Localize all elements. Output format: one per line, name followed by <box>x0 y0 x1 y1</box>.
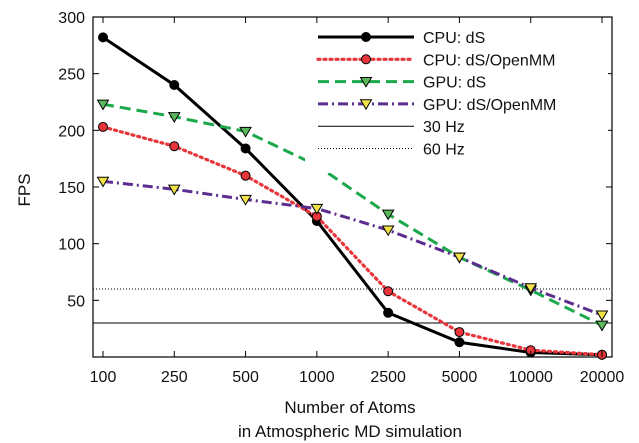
y-axis-ticks: 50 100 150 200 250 300 <box>58 10 612 310</box>
series-line <box>102 102 603 327</box>
data-point <box>98 121 108 132</box>
data-point <box>383 307 394 318</box>
series-4 <box>96 176 609 322</box>
legend-label: GPU: dS/OpenMM <box>423 97 556 114</box>
legend-item-3: GPU: dS <box>318 75 486 92</box>
series-2 <box>98 121 607 360</box>
legend-label: 60 Hz <box>423 142 465 159</box>
y-tick-label: 100 <box>58 237 85 254</box>
x-tick-label: 2500 <box>370 369 406 386</box>
series-line <box>101 125 604 357</box>
legend-marker <box>359 76 373 88</box>
y-tick-label: 250 <box>58 67 85 84</box>
data-point <box>167 184 181 196</box>
x-axis-label-line2: in Atmospheric MD simulation <box>238 422 462 441</box>
x-tick-label: 500 <box>232 369 259 386</box>
reference-lines <box>93 288 612 324</box>
data-point <box>310 203 324 215</box>
data-point <box>98 32 108 43</box>
data-point <box>167 112 181 123</box>
y-tick-label: 150 <box>58 180 85 197</box>
legend-marker <box>359 99 373 111</box>
data-point <box>595 320 609 332</box>
data-point <box>595 310 609 322</box>
data-point <box>239 194 252 206</box>
x-tick-label: 10000 <box>508 369 553 386</box>
legend-item-2: CPU: dS/OpenMM <box>316 52 555 69</box>
data-point <box>239 126 252 138</box>
data-point <box>453 252 466 264</box>
series-line <box>102 179 603 317</box>
x-tick-label: 1000 <box>299 369 335 386</box>
legend-label: GPU: dS <box>423 75 486 92</box>
data-point <box>96 176 110 188</box>
data-point <box>383 286 394 297</box>
y-tick-label: 300 <box>58 10 85 27</box>
legend: CPU: dS CPU: dS/OpenMM GPU: dS GPU: dS/Open… <box>316 30 556 159</box>
x-tick-label: 20000 <box>580 369 625 386</box>
data-point <box>524 283 538 295</box>
x-tick-label: 100 <box>90 369 117 386</box>
data-point <box>381 209 395 221</box>
data-point <box>240 170 251 181</box>
series-line <box>102 36 603 357</box>
legend-label: CPU: dS/OpenMM <box>423 52 555 69</box>
data-point <box>381 225 395 237</box>
legend-label: CPU: dS <box>423 30 485 47</box>
y-tick-label: 200 <box>58 123 85 140</box>
x-tick-label: 250 <box>161 369 188 386</box>
legend-box <box>305 23 608 173</box>
legend-item-ref-1: 30 Hz <box>318 119 465 136</box>
data-point <box>96 99 110 111</box>
x-tick-label: 5000 <box>442 369 478 386</box>
legend-label: 30 Hz <box>423 119 465 136</box>
legend-item-4: GPU: dS/OpenMM <box>318 97 556 114</box>
data-point <box>169 80 180 90</box>
legend-marker <box>361 54 371 65</box>
data-point <box>169 141 180 152</box>
data-point <box>454 337 465 348</box>
legend-item-ref-2: 60 Hz <box>318 142 465 159</box>
data-point <box>454 327 465 338</box>
y-tick-label: 50 <box>67 293 85 310</box>
x-axis-label-line1: Number of Atoms <box>284 398 415 417</box>
series-layer <box>96 32 609 360</box>
data-point <box>240 143 251 154</box>
y-axis-label: FPS <box>15 173 34 206</box>
legend-marker <box>361 32 371 42</box>
legend-item-1: CPU: dS <box>318 30 485 47</box>
x-axis-ticks: 100 250 500 1000 2500 5000 10000 20000 <box>90 17 625 386</box>
